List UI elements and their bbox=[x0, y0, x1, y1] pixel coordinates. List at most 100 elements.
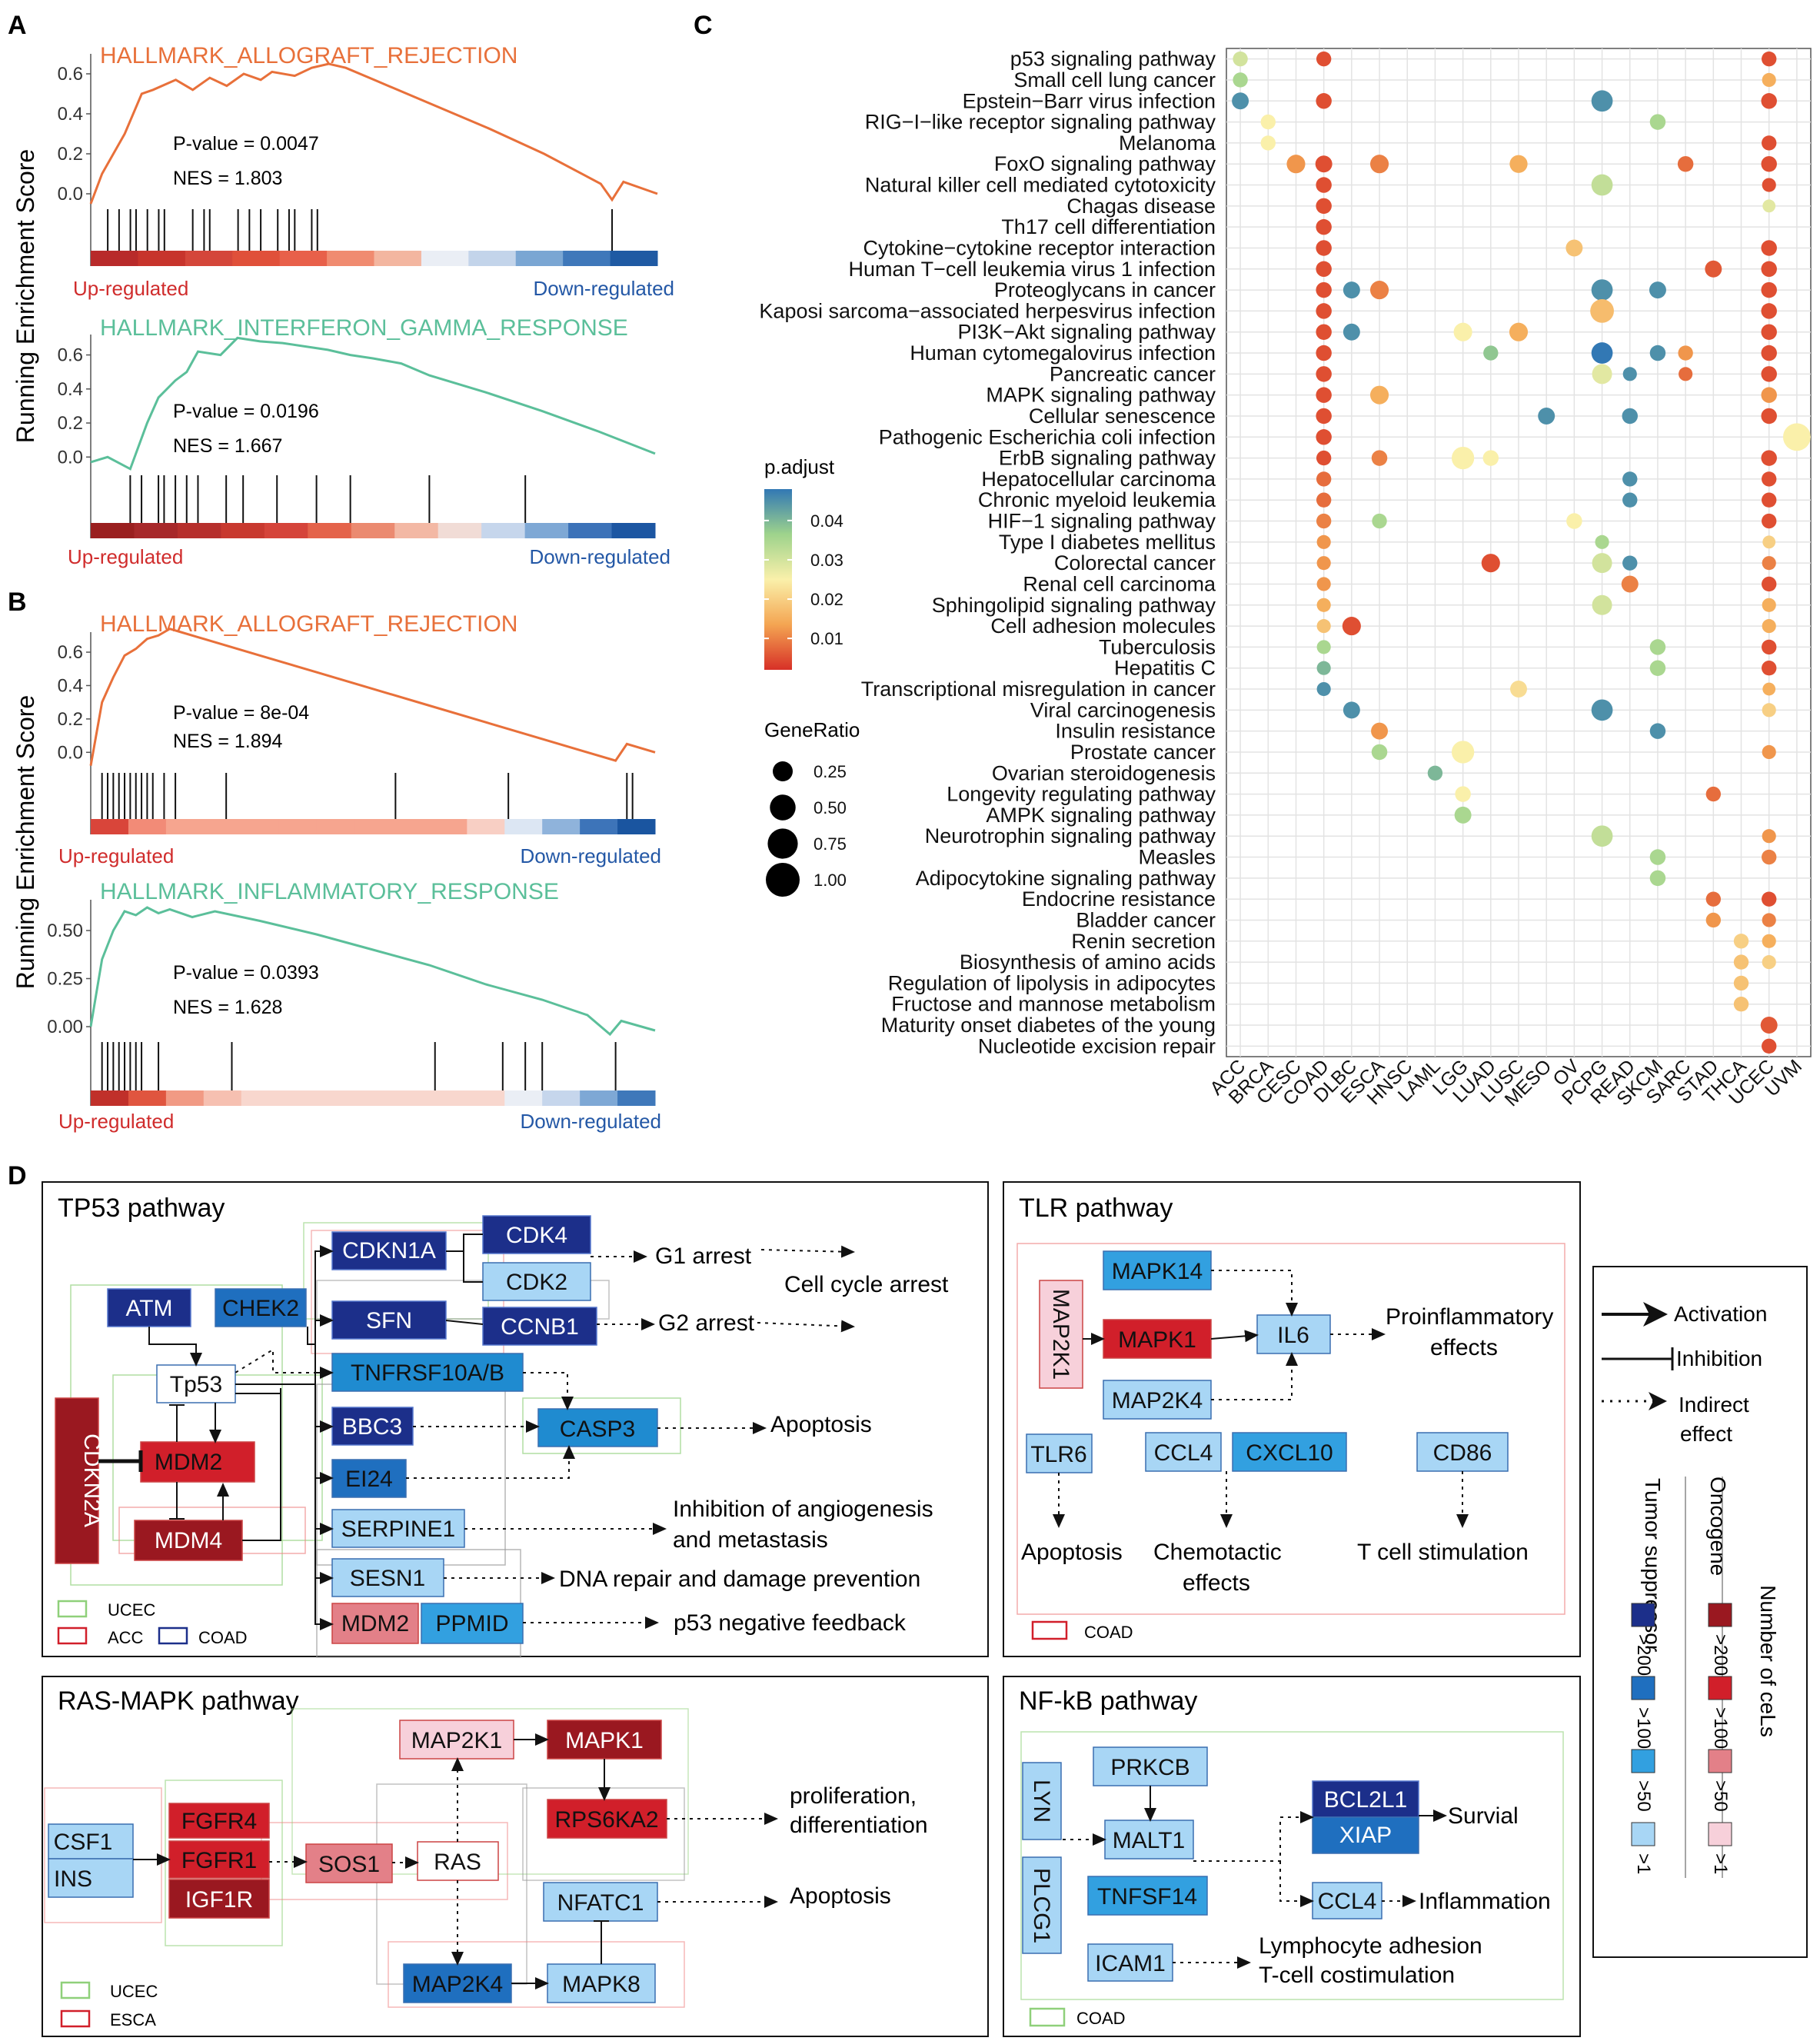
node-sesn1-label: SESN1 bbox=[350, 1566, 425, 1591]
dotplot-point bbox=[1483, 345, 1499, 361]
gsea-y-tick-label: 0.0 bbox=[58, 742, 83, 763]
dotplot-point bbox=[1762, 535, 1776, 549]
gsea-up-label: Up-regulated bbox=[58, 844, 174, 867]
dotplot-y-tick-label: Prostate cancer bbox=[1070, 741, 1216, 764]
legend-level-label: >100 bbox=[1710, 1707, 1731, 1749]
effect-angiogenesis-1: Inhibition of angiogenesis bbox=[673, 1497, 933, 1522]
gsea-pvalue: P-value = 0.0196 bbox=[173, 401, 319, 422]
legend-oncogene-swatch bbox=[1708, 1822, 1732, 1846]
gsea-pvalue: P-value = 0.0393 bbox=[173, 962, 319, 984]
legend-ucec: UCEC bbox=[108, 1600, 155, 1620]
gsea-rank-heat-cell bbox=[177, 523, 221, 538]
colorbar-tick-label: 0.01 bbox=[810, 629, 843, 648]
dotplot-point bbox=[1481, 554, 1500, 573]
gsea-rank-heat-cell bbox=[580, 819, 618, 834]
dotplot-point bbox=[1509, 322, 1529, 341]
dotplot-y-tick-label: Biosynthesis of amino acids bbox=[960, 951, 1216, 974]
dotplot-y-tick-label: Transcriptional misregulation in cancer bbox=[861, 678, 1216, 701]
dotplot-y-tick-label: Small cell lung cancer bbox=[1013, 68, 1216, 92]
legend-level-label: >100 bbox=[1633, 1707, 1654, 1749]
dotplot-point bbox=[1591, 825, 1613, 847]
gsea-rank-heat-cell bbox=[429, 819, 467, 834]
node-map2k4-ras-label: MAP2K4 bbox=[412, 1972, 503, 1997]
node-mdm2-b-label: MDM2 bbox=[341, 1611, 409, 1636]
dotplot-y-tick-label: Cytokine−cytokine receptor interaction bbox=[863, 236, 1216, 259]
colorbar-tick-label: 0.03 bbox=[810, 551, 843, 570]
dotplot-point bbox=[1592, 553, 1612, 574]
node-ccl4-nfkb bbox=[1312, 1882, 1382, 1919]
dotplot-point bbox=[1733, 934, 1749, 949]
node-casp3-label: CASP3 bbox=[560, 1417, 635, 1442]
dotplot-y-tick-label: Hepatitis C bbox=[1114, 657, 1216, 680]
node-nfatc1-label: NFATC1 bbox=[557, 1890, 644, 1916]
node-mdm2-label: MDM2 bbox=[155, 1450, 222, 1475]
gsea-rank-heat-cell bbox=[165, 819, 205, 834]
gsea-rank-heat-cell bbox=[128, 1090, 167, 1106]
dotplot-point bbox=[1761, 155, 1777, 172]
dotplot-point bbox=[1762, 913, 1776, 927]
gsea-y-tick-label: 0.50 bbox=[47, 921, 83, 941]
dotplot-point bbox=[1761, 281, 1777, 298]
node-cd86 bbox=[1416, 1432, 1509, 1472]
dotplot-point bbox=[1316, 556, 1331, 571]
dotplot-y-tick-label: Human cytomegalovirus infection bbox=[910, 341, 1216, 365]
dotplot-point bbox=[1372, 513, 1387, 529]
gsea-rank-heat-cell bbox=[185, 251, 233, 266]
dotplot-point bbox=[1371, 744, 1388, 761]
gsea-rank-heat-cell bbox=[524, 523, 569, 538]
legend-tumor-suppressor-swatch bbox=[1631, 1603, 1655, 1627]
dotplot-point bbox=[1316, 177, 1332, 193]
ras-title: RAS-MAPK pathway bbox=[58, 1686, 299, 1716]
node-ras-label: RAS bbox=[434, 1850, 481, 1875]
gsea-y-tick-label: 0.6 bbox=[58, 642, 83, 663]
node-mapk1-label: MAPK1 bbox=[1118, 1327, 1196, 1353]
dotplot-point bbox=[1453, 322, 1472, 341]
node-map2k4-tlr bbox=[1103, 1380, 1212, 1420]
gsea-rank-heat-cell bbox=[165, 1090, 205, 1106]
dotplot-point bbox=[1705, 786, 1722, 802]
gsea-rank-heat-cell bbox=[542, 1090, 581, 1106]
node-ccnb1 bbox=[482, 1307, 597, 1346]
dotplot-point bbox=[1591, 699, 1613, 721]
dotplot-y-tick-label: Endocrine resistance bbox=[1022, 887, 1216, 911]
dotplot-point bbox=[1761, 345, 1777, 361]
dotplot-point bbox=[1454, 806, 1472, 824]
dotplot-point bbox=[1232, 92, 1249, 110]
node-igf1r bbox=[168, 1879, 270, 1919]
gsea-rank-heat-cell bbox=[138, 251, 186, 266]
dotplot-y-tick-label: Hepatocellular carcinoma bbox=[981, 468, 1216, 491]
gsea-plot-interferon-a: HALLMARK_INTERFERON_GAMMA_RESPONSE P-val… bbox=[58, 315, 670, 568]
dotplot-point bbox=[1762, 829, 1776, 844]
dotplot-legend: p.adjust GeneRatio 0.04 0.03 0.02 0.01 0.25 0… bbox=[764, 455, 860, 897]
dotplot-y-tick-label: Type I diabetes mellitus bbox=[999, 531, 1216, 554]
gsea-rank-heat-cell bbox=[278, 1090, 318, 1106]
node-mdm4 bbox=[134, 1520, 243, 1561]
dotplot-point bbox=[1509, 155, 1528, 173]
node-csf1 bbox=[48, 1823, 134, 1860]
gsea-rank-heat-cell bbox=[241, 1090, 280, 1106]
dotplot-point bbox=[1591, 279, 1613, 301]
dotplot-point bbox=[1316, 93, 1332, 109]
node-plcg1-label: PLCG1 bbox=[1029, 1868, 1054, 1943]
gsea-running-score-line bbox=[90, 336, 656, 471]
gsea-rank-heat-cell bbox=[617, 1090, 656, 1106]
node-chek2-label: CHEK2 bbox=[222, 1296, 299, 1321]
dotplot-point bbox=[1733, 954, 1749, 970]
effect-proinflammatory-1: Proinflammatory bbox=[1386, 1304, 1553, 1330]
dotplot-point bbox=[1343, 281, 1360, 299]
legend-level-label: >1 bbox=[1633, 1853, 1654, 1874]
effect-chemotactic-2: effects bbox=[1183, 1570, 1250, 1596]
gsea-down-label: Down-regulated bbox=[520, 844, 661, 867]
gsea-up-label: Up-regulated bbox=[58, 1110, 174, 1133]
colorbar-tick-label: 0.02 bbox=[810, 590, 843, 609]
legend-level-label: >1 bbox=[1710, 1853, 1731, 1874]
generatio-legend-label: 0.75 bbox=[814, 834, 847, 854]
legend-tumor-suppressor-swatch bbox=[1631, 1749, 1655, 1773]
dotplot-y-tick-label: Adipocytokine signaling pathway bbox=[916, 867, 1216, 890]
dotplot-point bbox=[1705, 912, 1722, 928]
dotplot-point bbox=[1621, 575, 1639, 593]
gsea-rank-heat-cell bbox=[568, 523, 613, 538]
node-tlr6 bbox=[1026, 1433, 1093, 1473]
gsea-rank-heat-cell bbox=[278, 819, 318, 834]
